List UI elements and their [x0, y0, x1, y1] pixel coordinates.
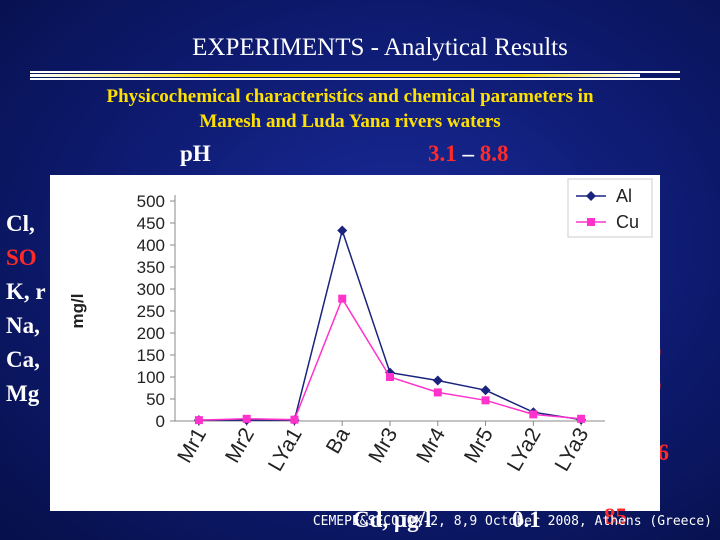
param-na: Na,: [6, 313, 40, 338]
legend-marker-al: [586, 191, 596, 201]
y-axis-label: mg/l: [68, 294, 87, 329]
y-tick-label: 150: [137, 346, 165, 365]
point-cu: [386, 373, 394, 381]
footer-text: CEMEPE&SECOTOX-2, 8,9 October 2008, Athe…: [312, 514, 712, 529]
point-cu: [338, 294, 347, 303]
y-tick-label: 350: [137, 258, 165, 277]
y-tick-label: 200: [137, 324, 165, 343]
param-mg: Mg: [6, 381, 40, 406]
point-cu: [194, 416, 203, 425]
ph-high: 8.8: [479, 141, 509, 166]
series-line-al: [198, 227, 582, 421]
x-tick-label: Mr3: [364, 424, 402, 467]
x-tick-label: LYa1: [264, 424, 307, 475]
ph-label: pH: [180, 141, 211, 166]
x-tick-label: Mr4: [412, 424, 450, 467]
y-tick-label: 100: [137, 368, 165, 387]
x-tick-label: Mr2: [221, 424, 259, 467]
underline-gradient: [30, 74, 640, 77]
line-chart: 0 50 100 150 200 250 300 350 400 450 500 mg/l Mr1 Mr2…: [68, 178, 653, 475]
point-cu: [481, 396, 490, 405]
subtitle-line-2: Maresh and Luda Yana rivers waters: [199, 111, 501, 132]
y-tick-label: 300: [137, 280, 165, 299]
point-cu: [433, 388, 442, 397]
series-line-cu: [198, 297, 582, 421]
param-cl: Cl,: [6, 211, 35, 236]
y-tick-label: 400: [137, 236, 165, 255]
cd-high: 85: [604, 504, 627, 529]
y-tick-label: 50: [146, 390, 165, 409]
y-tick-label: 0: [156, 412, 165, 431]
param-so4: SO: [6, 245, 37, 270]
ph-low: 3.1: [428, 141, 457, 166]
x-tick-label: Mr5: [460, 424, 498, 467]
point-cu: [290, 415, 299, 424]
legend-label-al: Al: [616, 186, 632, 206]
point-al: [337, 225, 348, 236]
x-tick-label: LYa3: [551, 424, 594, 475]
x-tick-label: Ba: [322, 424, 355, 458]
slide-subtitle: Physicochemical characteristics and chem…: [20, 84, 680, 134]
underline-top: [30, 71, 680, 73]
chart-panel: 0 50 100 150 200 250 300 350 400 450 500 mg/l Mr1 Mr2…: [50, 175, 660, 511]
legend-box: [567, 178, 653, 238]
point-cu: [529, 410, 538, 419]
title-underline: [30, 71, 680, 81]
point-al: [432, 375, 443, 386]
cd-label: Cd, µg/l: [353, 507, 432, 532]
y-tick-label: 250: [137, 302, 165, 321]
param-k: K, r: [6, 279, 46, 304]
point-al: [480, 385, 491, 396]
point-cu: [242, 414, 251, 423]
param-ca: Ca,: [6, 347, 40, 372]
legend-label-cu: Cu: [616, 212, 639, 232]
ph-range: 3.1 – 8.8: [428, 141, 509, 167]
subtitle-line-1: Physicochemical characteristics and chem…: [106, 86, 594, 107]
y-tick-label: 500: [137, 192, 165, 211]
x-tick-label: LYa2: [503, 424, 546, 475]
underline-bottom: [30, 78, 680, 80]
legend-marker-cu: [587, 218, 595, 226]
slide-title: EXPERIMENTS - Analytical Results: [192, 34, 568, 61]
x-tick-label: Mr1: [173, 424, 211, 467]
point-cu: [577, 414, 586, 423]
cd-low: 0.1: [512, 507, 541, 532]
y-tick-label: 450: [137, 214, 165, 233]
ph-dash: –: [462, 141, 475, 166]
